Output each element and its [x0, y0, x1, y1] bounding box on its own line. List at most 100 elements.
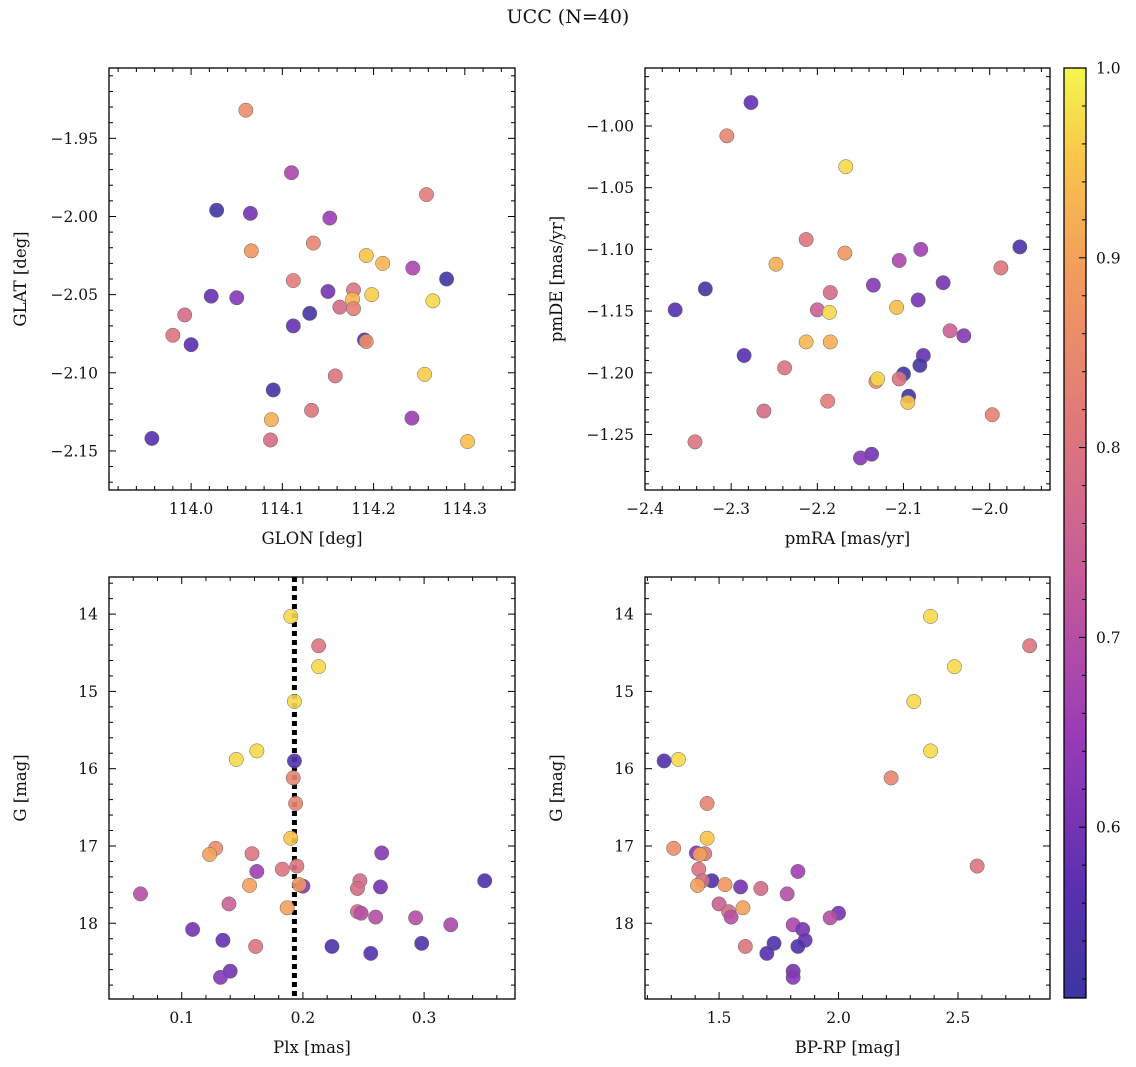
data-point: [327, 368, 343, 384]
axes-frame: [644, 576, 1051, 1000]
data-point: [891, 371, 907, 387]
data-point: [213, 969, 228, 985]
colorbar: 0.6 0.7 0.8 0.9 1.0: [1063, 60, 1121, 999]
data-point: [289, 858, 305, 874]
scatter-points: [667, 95, 1028, 466]
x-tick-label: 2.0: [826, 1009, 851, 1027]
data-point: [956, 328, 972, 344]
data-point: [177, 307, 193, 323]
y-tick-label: −1.25: [587, 426, 635, 444]
scatter-points: [656, 608, 1038, 985]
data-point: [906, 693, 922, 709]
data-point: [697, 281, 713, 297]
data-point: [265, 382, 281, 398]
data-point: [358, 248, 374, 264]
x-axis-label: BP-RP [mag]: [795, 1038, 901, 1057]
data-point: [671, 751, 686, 767]
data-point: [285, 770, 301, 786]
data-point: [305, 235, 321, 251]
data-point: [203, 288, 219, 304]
data-point: [274, 861, 290, 877]
data-point: [723, 909, 739, 925]
x-tick-label: −2.4: [626, 500, 664, 518]
data-point: [375, 255, 391, 271]
x-tick-label: 114.3: [443, 500, 487, 518]
data-point: [942, 323, 958, 339]
data-point: [737, 938, 753, 954]
data-point: [946, 659, 962, 675]
data-point: [263, 432, 278, 448]
data-point: [311, 659, 327, 675]
colorbar-tick-label: 0.6: [1096, 819, 1121, 837]
y-tick-label: −1.20: [587, 364, 635, 382]
data-point: [346, 301, 361, 317]
y-tick-label: 17: [78, 837, 98, 855]
data-point: [363, 945, 379, 961]
data-point: [790, 938, 806, 954]
data-point: [865, 277, 881, 293]
data-point: [358, 334, 374, 349]
data-point: [165, 327, 181, 343]
y-tick-label: −1.15: [587, 303, 635, 321]
data-point: [910, 292, 926, 308]
data-point: [244, 846, 260, 862]
data-point: [883, 770, 899, 786]
data-point: [404, 410, 420, 426]
y-tick-label: −1.00: [587, 117, 635, 135]
data-point: [852, 450, 868, 466]
data-point: [1022, 638, 1038, 654]
data-point: [699, 796, 715, 811]
y-tick-label: 18: [78, 915, 98, 933]
data-point: [837, 245, 853, 261]
data-point: [243, 243, 259, 259]
data-point: [285, 318, 301, 334]
data-point: [756, 403, 772, 419]
data-point: [322, 210, 338, 226]
axes-frame: [108, 576, 516, 1000]
data-point: [912, 357, 928, 373]
y-tick-label: −1.05: [587, 179, 635, 197]
y-tick-label: −2.00: [51, 208, 99, 226]
data-point: [286, 753, 302, 769]
data-point: [373, 879, 388, 895]
y-tick-label: 15: [614, 683, 634, 701]
data-point: [969, 858, 985, 874]
data-point: [364, 287, 380, 303]
y-tick-label: 17: [614, 837, 634, 855]
data-point: [353, 905, 369, 921]
x-tick-label: −2.0: [971, 500, 1009, 518]
data-point: [283, 830, 299, 846]
data-point: [263, 412, 279, 428]
data-point: [935, 275, 951, 291]
data-point: [984, 407, 1000, 423]
subplot-pmra-pmde: −2.4 −2.3 −2.2 −2.1 −2.0 −1.00 −1.05 −1.10 −1.15…: [547, 67, 1051, 548]
x-tick-label: 114.0: [169, 500, 213, 518]
data-point: [311, 638, 327, 654]
data-point: [417, 366, 433, 382]
colorbar-tick-label: 1.0: [1096, 60, 1121, 78]
data-point: [690, 877, 706, 893]
data-point: [408, 910, 424, 926]
data-point: [221, 896, 237, 912]
y-axis-label: pmDE [mas/yr]: [547, 216, 566, 342]
data-point: [144, 430, 160, 446]
data-point: [699, 830, 715, 846]
subplots: 114.0 114.1 114.2 114.3−1.95−2.00−2.05−2.10…: [11, 67, 1051, 1057]
data-point: [285, 273, 301, 289]
subplot-bprp-g: 1.5 2.0 2.5 14 15 16 17 18 BP-RP [mag] G [mag]: [547, 576, 1051, 1057]
y-tick-label: −2.10: [51, 364, 99, 382]
data-point: [209, 202, 225, 218]
data-point: [242, 877, 258, 893]
colorbar-frame: [1063, 67, 1087, 999]
y-tick-label: −2.15: [51, 442, 99, 460]
data-point: [891, 253, 907, 268]
x-tick-label: −2.3: [712, 500, 750, 518]
data-point: [414, 935, 430, 951]
colorbar-tick-label: 0.8: [1096, 439, 1121, 457]
y-tick-label: 14: [614, 606, 634, 624]
data-point: [923, 608, 938, 624]
data-point: [923, 743, 938, 759]
data-point: [1012, 239, 1028, 255]
data-point: [667, 302, 683, 318]
data-point: [202, 847, 218, 862]
